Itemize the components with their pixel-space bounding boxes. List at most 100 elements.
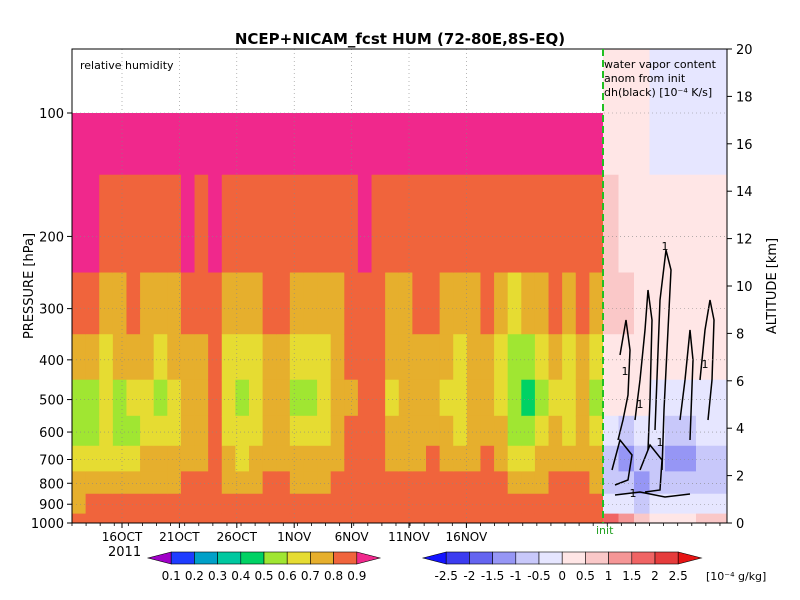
- rh-cell: [534, 493, 550, 515]
- rh-cell: [385, 445, 400, 472]
- rh-cell: [262, 415, 277, 447]
- rh-cell: [262, 113, 277, 176]
- rh-cell: [221, 334, 236, 381]
- rh-cell: [140, 493, 155, 515]
- rh-cell: [262, 174, 277, 274]
- rh-cell: [398, 334, 413, 381]
- rh-cell: [262, 379, 277, 417]
- right-panel-label-3: dh(black) [10⁻⁴ K/s]: [604, 86, 712, 99]
- altitude-tick-label: 12: [736, 233, 753, 248]
- anomaly-cell: [618, 272, 635, 335]
- rh-cell: [534, 415, 550, 447]
- anomaly-cell: [618, 493, 635, 515]
- rh-cell: [303, 493, 318, 515]
- right-panel-label-2: anom from init: [604, 72, 686, 85]
- colorbar-anomaly-swatch: [608, 551, 633, 565]
- rh-cell: [589, 471, 603, 495]
- rh-cell: [426, 113, 441, 176]
- anomaly-cell: [696, 471, 713, 495]
- contour-value-label: 1: [630, 487, 637, 500]
- rh-cell: [153, 113, 168, 176]
- rh-cell: [398, 493, 413, 515]
- rh-cell: [575, 415, 590, 447]
- anomaly-cell: [618, 334, 635, 381]
- rh-cell: [153, 445, 168, 472]
- rh-cell: [344, 415, 359, 447]
- rh-cell: [303, 174, 318, 274]
- rh-cell: [548, 272, 563, 335]
- time-tick-label: 1NOV: [277, 530, 312, 544]
- rh-cell: [99, 471, 114, 495]
- rh-cell: [344, 493, 359, 515]
- colorbar-anomaly-tick-label: 1: [605, 569, 613, 583]
- anomaly-cell: [634, 415, 651, 447]
- rh-cell: [330, 471, 345, 495]
- rh-cell: [466, 415, 482, 447]
- gridlines: [72, 49, 727, 524]
- rh-cell: [494, 379, 509, 417]
- colorbar-anomaly-tick-label: -1: [510, 569, 522, 583]
- contour-line: [679, 329, 694, 441]
- colorbar-anomaly-swatch: [677, 551, 703, 565]
- rh-cell: [85, 415, 100, 447]
- colorbar-anomaly-tick-label: -1.5: [481, 569, 504, 583]
- rh-cell: [494, 513, 509, 523]
- rh-cell: [426, 493, 441, 515]
- rh-cell: [453, 272, 468, 335]
- rh-cell: [330, 379, 345, 417]
- rh-cell: [85, 445, 100, 472]
- rh-cell: [126, 379, 141, 417]
- anomaly-cell: [634, 471, 651, 495]
- rh-cell: [357, 415, 373, 447]
- rh-cell: [426, 513, 441, 523]
- colorbar-anomaly-swatch: [561, 551, 586, 565]
- rh-cell: [99, 493, 114, 515]
- rh-cell: [562, 513, 577, 523]
- rh-cell: [357, 445, 373, 472]
- rh-cell: [480, 379, 495, 417]
- rh-cell: [276, 334, 291, 381]
- anomaly-cell: [665, 379, 682, 417]
- rh-cell: [385, 379, 400, 417]
- anomaly-cell: [696, 49, 713, 176]
- colorbar-anomaly-swatch: [654, 551, 679, 565]
- x-axis-year-label: 2011: [108, 545, 141, 560]
- rh-cell: [194, 379, 209, 417]
- rh-cell: [167, 493, 182, 515]
- rh-cell: [112, 445, 128, 472]
- rh-cell: [194, 471, 209, 495]
- rh-cell: [153, 513, 168, 523]
- rh-cell: [249, 471, 264, 495]
- rh-cell: [534, 174, 550, 274]
- rh-cell: [317, 379, 332, 417]
- rh-cell: [276, 471, 291, 495]
- rh-cell: [276, 174, 291, 274]
- contour-value-label: 1: [622, 365, 629, 378]
- anomaly-cell: [649, 513, 666, 523]
- rh-cell: [575, 471, 590, 495]
- anomaly-cell: [603, 379, 620, 417]
- rh-cell: [249, 272, 264, 335]
- anomaly-cell: [665, 493, 682, 515]
- rh-cell: [426, 415, 441, 447]
- rh-cell: [371, 445, 386, 472]
- rh-cell: [575, 493, 590, 515]
- rh-cell: [426, 379, 441, 417]
- anomaly-cell: [696, 445, 713, 472]
- anomaly-cell: [603, 513, 620, 523]
- rh-cell: [262, 334, 277, 381]
- rh-cell: [357, 113, 373, 176]
- colorbar-anomaly-tick-label: -0.5: [527, 569, 550, 583]
- rh-cell: [303, 471, 318, 495]
- rh-cell: [575, 445, 590, 472]
- rh-cell: [385, 174, 400, 274]
- rh-cell: [548, 493, 563, 515]
- rh-cell: [180, 445, 196, 472]
- rh-cell: [208, 471, 223, 495]
- rh-cell: [276, 113, 291, 176]
- rh-cell: [412, 379, 427, 417]
- rh-cell: [99, 174, 114, 274]
- colorbar-anomaly-swatch: [421, 551, 447, 565]
- rh-cell: [562, 174, 577, 274]
- rh-cell: [72, 334, 87, 381]
